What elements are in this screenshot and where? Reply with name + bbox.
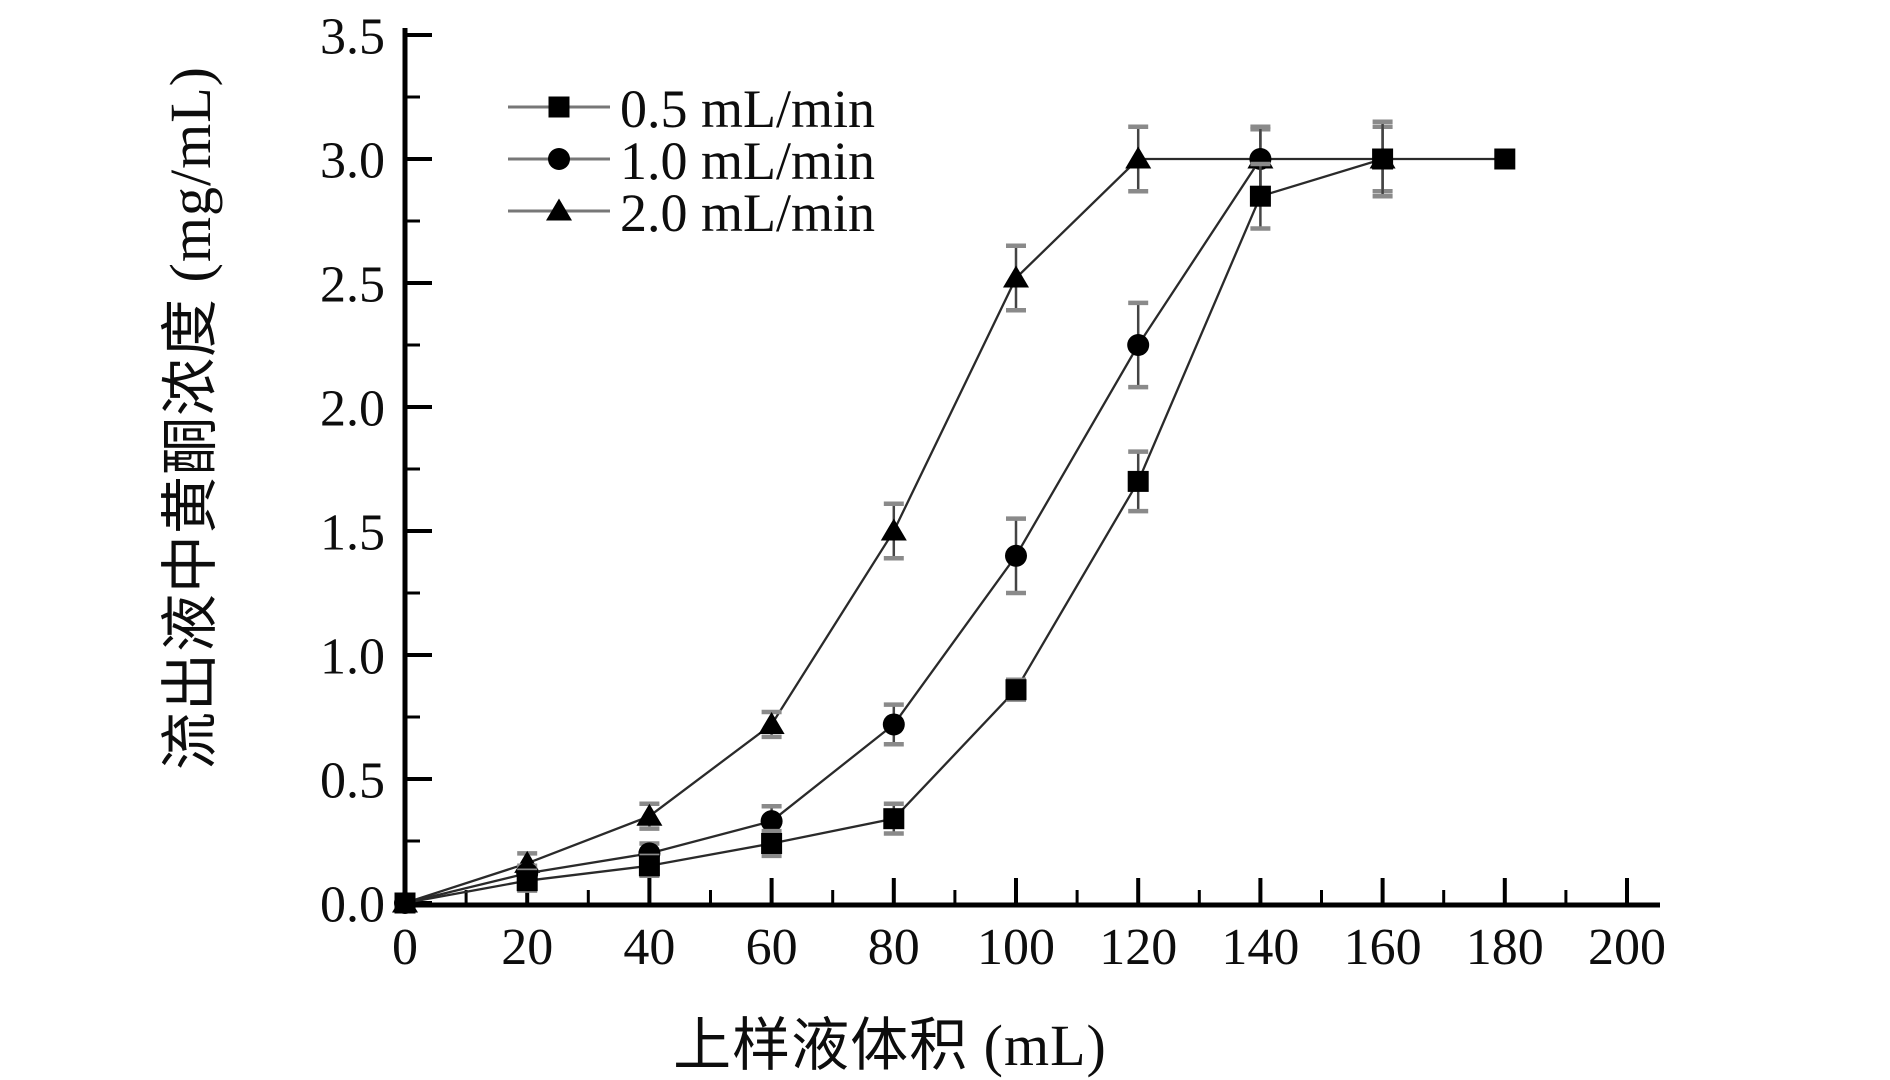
data-point-marker-square	[1249, 185, 1271, 207]
series-line	[404, 158, 1262, 905]
y-tick-label: 2.0	[320, 381, 385, 438]
data-point-marker-triangle	[546, 198, 572, 221]
data-point-marker-triangle	[880, 518, 907, 541]
y-tick-label: 0.5	[320, 753, 385, 810]
legend-item: 2.0 mL/min	[508, 183, 875, 243]
data-point-marker-square	[761, 832, 783, 854]
series-1-0-mL-min	[394, 124, 1272, 914]
legend-label: 2.0 mL/min	[620, 183, 875, 243]
y-tick-label: 2.5	[320, 257, 385, 314]
data-point-marker-triangle	[636, 803, 663, 826]
data-point-marker-square	[394, 892, 416, 914]
legend-label: 1.0 mL/min	[620, 131, 875, 191]
data-point-marker-square	[1372, 148, 1394, 170]
x-tick-label: 120	[1099, 919, 1177, 976]
y-tick-label: 3.0	[320, 133, 385, 190]
y-axis-label: 流出液中黄酮浓度 (mg/mL)	[158, 66, 223, 770]
data-point-marker-square	[1494, 148, 1516, 170]
x-tick-label: 80	[868, 919, 920, 976]
data-point-marker-circle	[882, 713, 905, 736]
data-point-marker-circle	[1127, 334, 1150, 356]
data-point-marker-square	[883, 808, 905, 830]
legend-item: 1.0 mL/min	[508, 131, 875, 191]
x-tick-label: 0	[392, 919, 418, 976]
data-point-marker-square	[638, 855, 660, 877]
y-tick-label: 1.0	[320, 629, 385, 686]
data-point-marker-triangle	[1125, 146, 1152, 169]
y-tick-label: 0.0	[320, 877, 385, 934]
x-tick-label: 140	[1221, 919, 1299, 976]
data-point-marker-square	[1127, 470, 1149, 492]
x-tick-label: 200	[1588, 919, 1666, 976]
x-tick-label: 180	[1466, 919, 1544, 976]
series-0-5-mL-min	[394, 119, 1516, 914]
data-point-marker-circle	[760, 810, 783, 833]
axes: 0 20 40 60 80 100 120 140 160 180 200 0.0 0.5 1.0 1.5 2…	[320, 9, 1666, 977]
y-tick-label: 1.5	[320, 505, 385, 562]
data-point-marker-circle	[1005, 544, 1027, 567]
legend-item: 0.5 mL/min	[508, 79, 875, 139]
data-point-marker-square	[548, 96, 570, 118]
x-tick-label: 20	[501, 919, 553, 976]
data-point-marker-circle	[548, 148, 570, 170]
series-line	[404, 157, 1505, 905]
data-point-marker-triangle	[758, 711, 785, 734]
x-tick-label: 60	[746, 919, 798, 976]
data-point-marker-triangle	[1003, 265, 1029, 288]
data-point-marker-square	[516, 870, 538, 892]
series-2-0-mL-min	[392, 124, 1396, 913]
x-axis-label: 上样液体积 (mL)	[673, 1013, 1107, 1078]
x-tick-label: 160	[1344, 919, 1422, 976]
data-point-marker-square	[1005, 679, 1027, 701]
x-tick-label: 40	[623, 919, 675, 976]
y-tick-label: 3.5	[320, 9, 385, 66]
x-tick-label: 100	[977, 919, 1055, 976]
legend-label: 0.5 mL/min	[620, 79, 875, 139]
